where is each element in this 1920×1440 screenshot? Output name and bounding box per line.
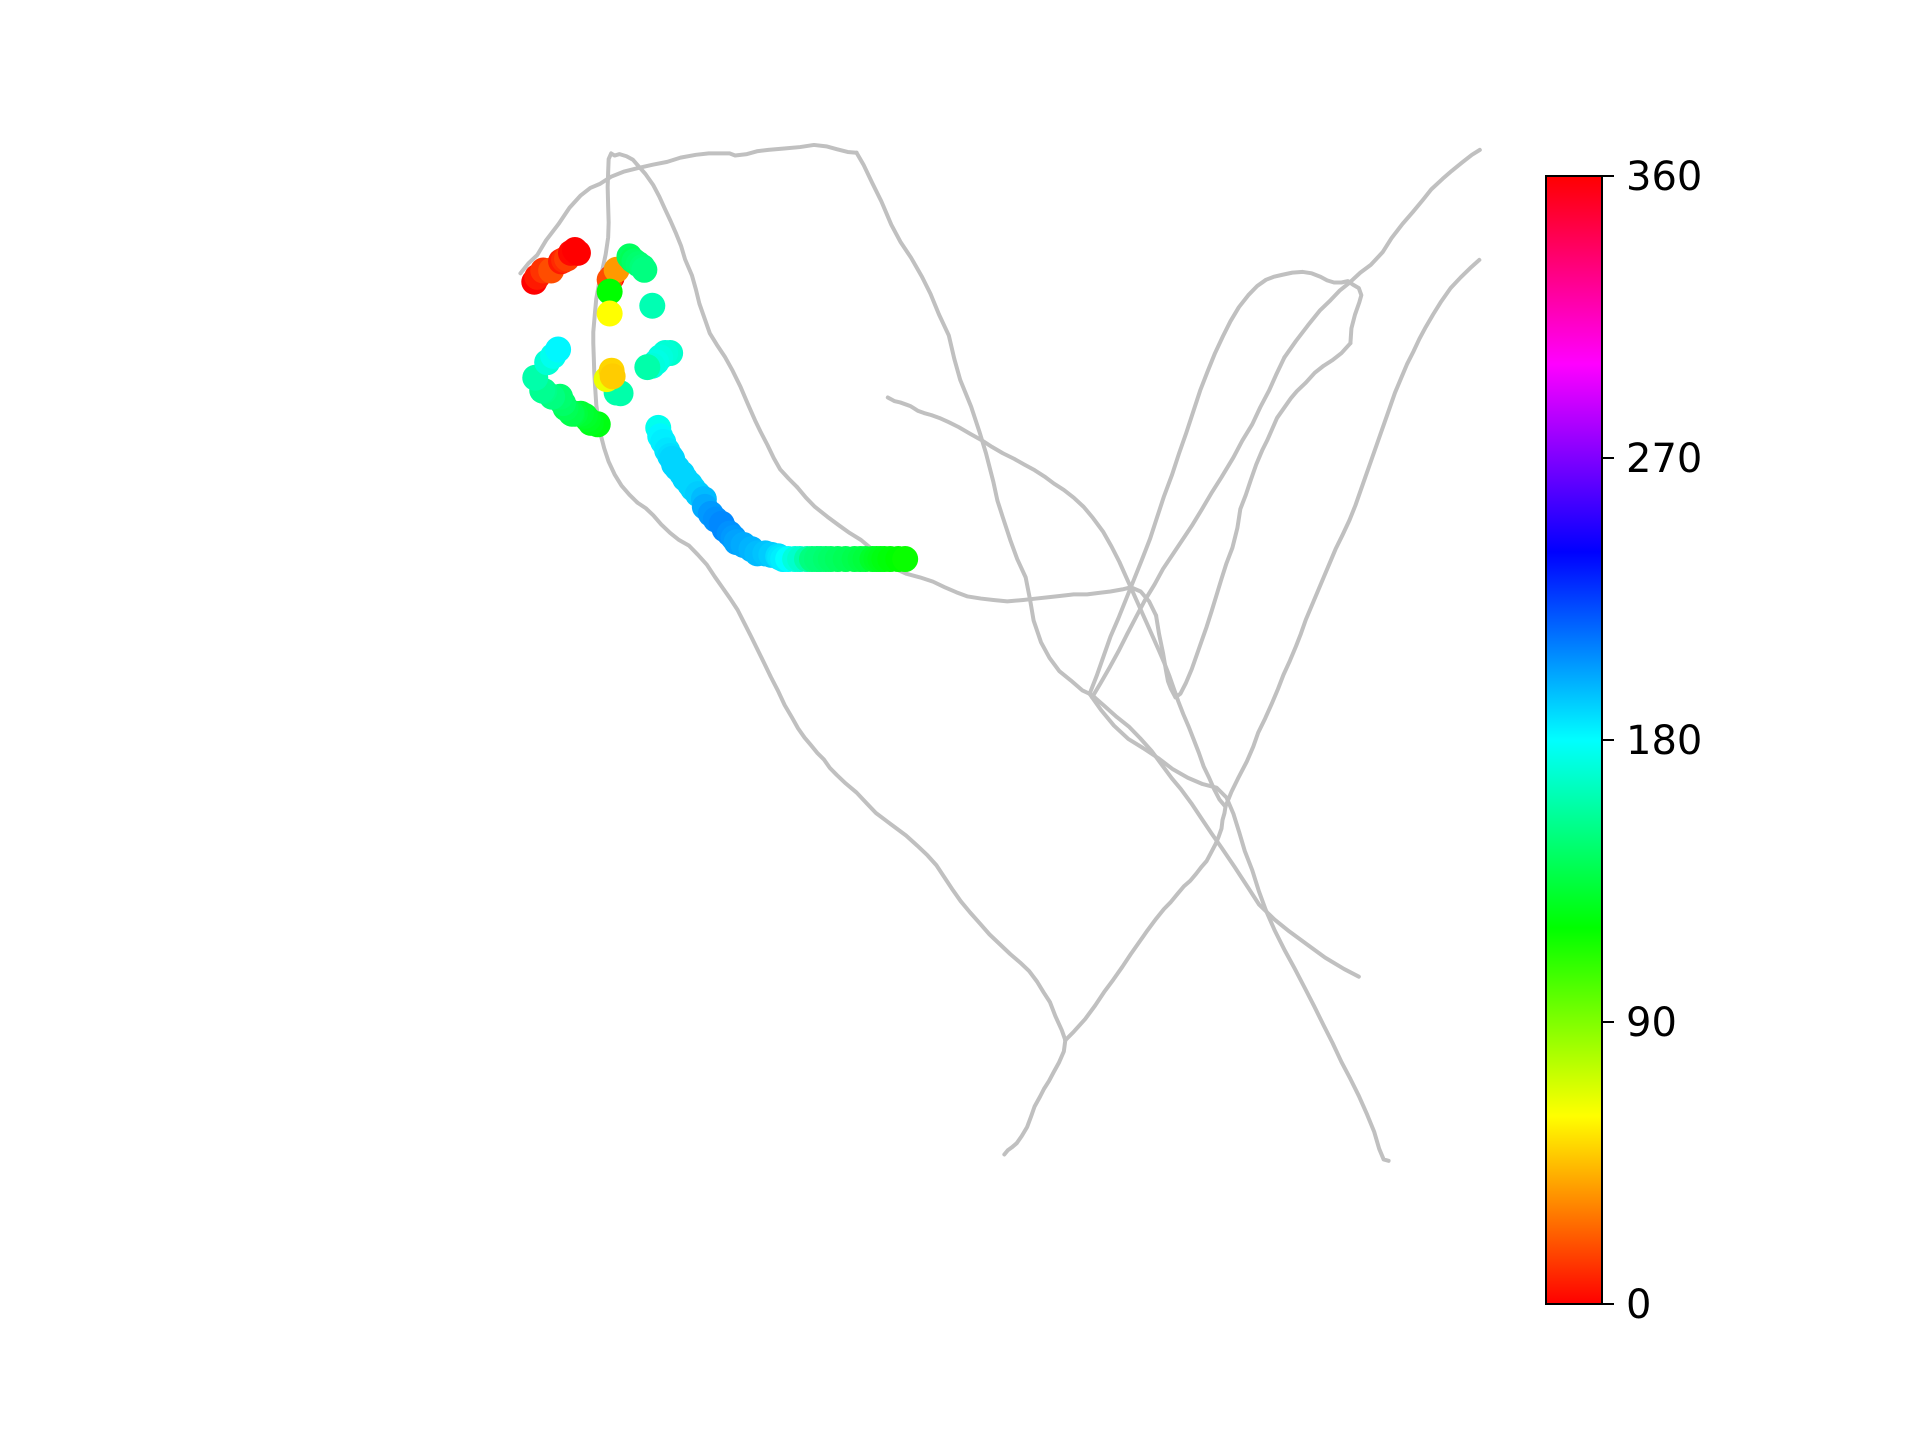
trajectory-segment-9 [591,151,800,505]
colorbar-ticks: 0 90 180 270 360 [1602,154,1702,1328]
data-point [639,292,666,319]
trajectory-segment-6 [1087,269,1364,696]
trajectory-segment-14 [885,395,1228,809]
data-point [564,239,591,266]
data-point [545,336,572,363]
colorbar-gradient [1545,175,1603,1305]
trajectory-segment-5 [1087,691,1391,1163]
colorbar-tick-label: 360 [1626,154,1702,200]
data-point [631,256,658,283]
colorbar-tick-label: 90 [1626,1000,1677,1046]
points-layer [521,237,919,573]
trajectory-segment-1 [854,150,1097,700]
trajectory-segment-7 [1154,341,1353,700]
colorbar-tick-label: 180 [1626,718,1702,764]
trajectory-segment-3 [1090,355,1287,700]
data-point [596,300,623,327]
trajectory-segment-4 [1282,147,1482,360]
data-point [599,363,626,390]
colorbar: 0 90 180 270 360 [1545,154,1702,1328]
data-point [596,278,623,305]
trajectory-segment-8 [795,485,1159,618]
data-point [634,354,661,381]
trajectory-segment-2 [1092,695,1361,979]
trajectory-segment-13 [1223,257,1482,809]
trajectory-segment-0 [518,142,859,276]
trajectory-segment-12 [1063,804,1228,1043]
trajectory-segment-10 [635,500,1068,1043]
data-point [892,546,919,573]
colorbar-tick-label: 0 [1626,1282,1651,1328]
trajectory-segment-11 [1002,1038,1068,1157]
plot-area [518,142,1482,1163]
colorbar-tick-label: 270 [1626,436,1702,482]
